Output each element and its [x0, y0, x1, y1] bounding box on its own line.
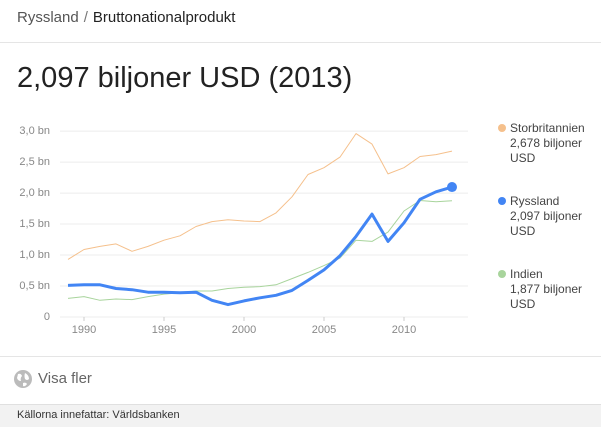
legend-item[interactable]: Ryssland 2,097 biljoner USD — [498, 194, 598, 239]
breadcrumb-separator: / — [83, 9, 88, 26]
footer: Källorna innefattar: Världsbanken — [0, 404, 601, 427]
legend-swatch — [498, 124, 506, 132]
chart-title: 2,097 biljoner USD (2013) — [17, 62, 353, 94]
globe-icon — [14, 370, 32, 388]
x-tick-label: 2010 — [392, 324, 416, 336]
show-more[interactable]: Visa fler — [38, 370, 92, 387]
x-tick-label: 2000 — [232, 324, 256, 336]
y-tick-label: 1,5 bn — [19, 218, 50, 230]
divider — [0, 356, 601, 357]
series-line — [67, 200, 453, 301]
legend-swatch — [498, 197, 506, 205]
chart: 0 0,5 bn 1,0 bn 1,5 bn 2,0 bn 2,5 bn 3,0 bn 199… — [19, 125, 468, 336]
series-line — [67, 133, 453, 260]
legend-value: 1,877 biljoner USD — [510, 282, 583, 311]
legend-item[interactable]: Indien 1,877 biljoner USD — [498, 267, 598, 312]
legend-name: Ryssland — [510, 194, 560, 208]
y-tick-label: 0,5 bn — [19, 280, 50, 292]
legend-swatch — [498, 270, 506, 278]
breadcrumb: Ryssland / Bruttonationalprodukt — [17, 9, 235, 26]
y-tick-label: 2,0 bn — [19, 187, 50, 199]
y-tick-label: 2,5 bn — [19, 156, 50, 168]
series-line — [67, 185, 453, 307]
y-tick-label: 3,0 bn — [19, 125, 50, 137]
legend-value: 2,678 biljoner USD — [510, 136, 583, 165]
y-tick-label: 1,0 bn — [19, 249, 50, 261]
legend-name: Storbritannien — [510, 121, 585, 135]
divider — [0, 42, 601, 43]
x-tick-label: 2005 — [312, 324, 336, 336]
y-tick-label: 0 — [44, 311, 50, 323]
legend-item[interactable]: Storbritannien 2,678 biljoner USD — [498, 121, 598, 166]
end-point — [447, 182, 457, 193]
x-tick-label: 1990 — [72, 324, 96, 336]
x-tick-label: 1995 — [152, 324, 176, 336]
legend-name: Indien — [510, 267, 543, 281]
breadcrumb-current: Bruttonationalprodukt — [92, 9, 236, 26]
legend-value: 2,097 biljoner USD — [510, 209, 583, 238]
source-note: Källorna innefattar: Världsbanken — [17, 409, 180, 421]
breadcrumb-link[interactable]: Ryssland — [17, 9, 79, 26]
